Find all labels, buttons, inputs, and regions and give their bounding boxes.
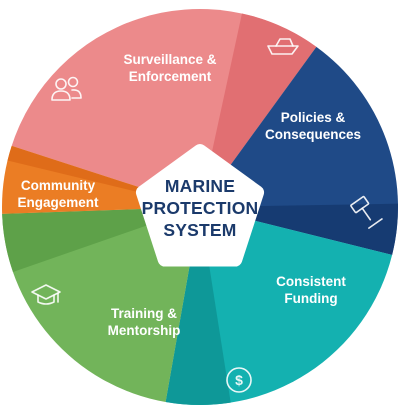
segment-label-line: Mentorship bbox=[108, 323, 181, 338]
gavel-icon bbox=[350, 195, 383, 229]
segment-label-line: Engagement bbox=[17, 195, 99, 210]
segment-shade bbox=[200, 13, 317, 207]
graduation-cap-icon bbox=[31, 284, 61, 305]
center-title-line-2: PROTECTION bbox=[142, 198, 259, 218]
people-icon bbox=[51, 76, 82, 101]
segment-labels: Surveillance & Enforcement Policies & Conse… bbox=[17, 52, 361, 338]
svg-text:$: $ bbox=[235, 372, 243, 388]
segment-label-line: Community bbox=[21, 178, 96, 193]
segment-label-line: Funding bbox=[284, 291, 337, 306]
segment-label-line: Policies & bbox=[281, 110, 346, 125]
segment-label-line: Consistent bbox=[276, 274, 346, 289]
segment-label-line: Enforcement bbox=[129, 69, 212, 84]
segment-icons: $ bbox=[31, 38, 383, 393]
boat-icon bbox=[267, 38, 299, 55]
segment-label-line: Consequences bbox=[265, 127, 361, 142]
segment-label-line: Surveillance & bbox=[123, 52, 216, 67]
center-title-line-1: MARINE bbox=[165, 176, 235, 196]
center-title-line-3: SYSTEM bbox=[163, 220, 236, 240]
segment-label-line: Training & bbox=[111, 306, 177, 321]
dollar-coin-icon: $ bbox=[226, 367, 252, 393]
segment-shade bbox=[165, 207, 231, 405]
center-pentagon-shape bbox=[135, 144, 265, 267]
